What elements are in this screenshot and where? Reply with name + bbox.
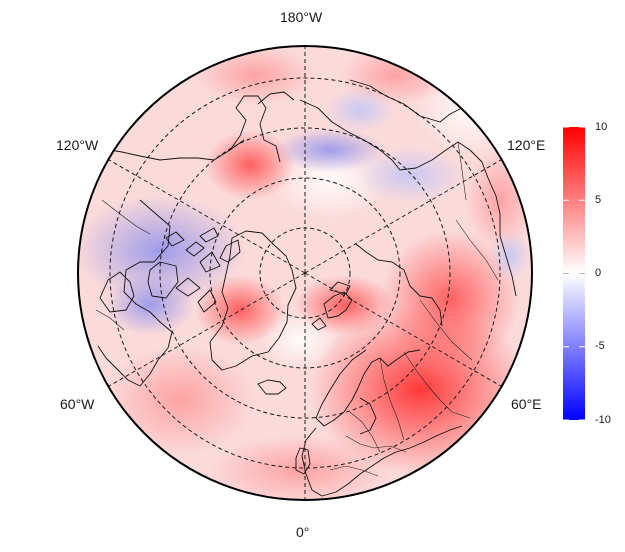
meridian-120e bbox=[304, 159, 502, 274]
lon-label-180w: 180°W bbox=[280, 9, 323, 25]
lon-label-60w: 60°W bbox=[60, 396, 95, 412]
lon-label-120w: 120°W bbox=[56, 137, 99, 153]
scandinavia-coast bbox=[315, 349, 421, 427]
colorbar-tick-label: 5 bbox=[595, 194, 602, 206]
anomaly-field bbox=[78, 46, 532, 500]
colorbar-tick-label: -5 bbox=[595, 340, 605, 352]
north-america-coast bbox=[97, 139, 245, 387]
lon-label-120e: 120°E bbox=[507, 137, 546, 153]
meridian-60w bbox=[108, 272, 306, 387]
siberia-coast bbox=[299, 99, 517, 297]
colorbar-tick-label: -10 bbox=[595, 414, 611, 426]
coastlines bbox=[97, 79, 517, 497]
greenland-coast bbox=[209, 230, 297, 371]
colorbar-tick-label: 10 bbox=[595, 121, 608, 133]
colorbar bbox=[563, 126, 585, 421]
lon-label-60e: 60°E bbox=[511, 396, 542, 412]
meridian-60e bbox=[304, 272, 502, 387]
graticule bbox=[108, 46, 502, 500]
alaska-coast bbox=[229, 95, 281, 163]
country-borders bbox=[95, 141, 499, 477]
iceland-coast bbox=[257, 379, 287, 395]
map-boundary bbox=[77, 45, 533, 501]
colorbar-tick-label: 0 bbox=[595, 267, 602, 279]
meridian-120w bbox=[108, 159, 306, 274]
lon-label-0: 0° bbox=[296, 524, 310, 540]
